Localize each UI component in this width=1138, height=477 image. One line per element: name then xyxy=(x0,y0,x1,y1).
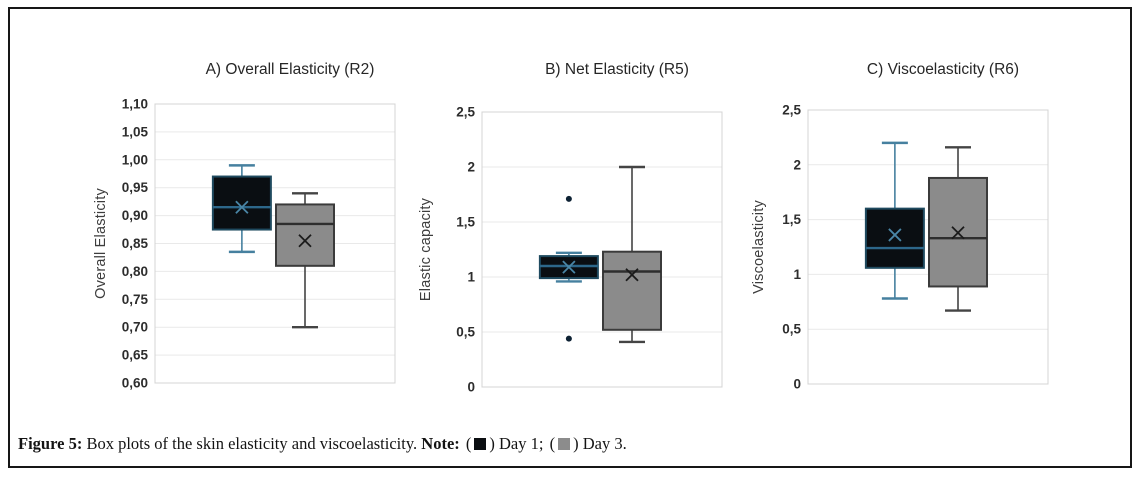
legend-item-day1: () xyxy=(466,434,495,453)
box xyxy=(864,207,925,269)
day1-swatch xyxy=(474,438,487,450)
y-tick-label: 2 xyxy=(793,157,801,172)
y-tick-label: 1 xyxy=(793,267,801,282)
box-series-day1 xyxy=(211,164,272,254)
paren-open: ( xyxy=(465,434,472,453)
mean-marker xyxy=(235,200,249,214)
chart-title: C) Viscoelasticity (R6) xyxy=(867,61,1019,78)
y-tick-label: 1,05 xyxy=(122,124,149,139)
y-tick-label: 0,5 xyxy=(456,325,475,340)
y-tick-label: 1,5 xyxy=(782,212,801,227)
box-series-day1 xyxy=(864,141,925,300)
chart-title: A) Overall Elasticity (R2) xyxy=(206,61,375,78)
box xyxy=(211,175,272,231)
y-tick-label: 0,75 xyxy=(122,292,149,307)
y-tick-label: 0 xyxy=(793,377,801,392)
y-tick-label: 1,10 xyxy=(122,97,148,112)
box-series-day3 xyxy=(275,192,335,329)
caption-text: Box plots of the skin elasticity and vis… xyxy=(86,434,418,453)
boxplot-net-elasticity: 2,5 2 1,5 1 0,5 0 B) Net Elasticity (R5) Elasti… xyxy=(418,61,723,395)
box xyxy=(275,203,335,267)
y-tick-label: 1 xyxy=(467,270,475,285)
mean-marker xyxy=(888,228,902,242)
y-tick-label: 2,5 xyxy=(456,105,475,120)
y-tick-label: 0,70 xyxy=(122,320,148,335)
y-axis-label: Viscoelasticity xyxy=(751,200,767,294)
y-tick-label: 0,90 xyxy=(122,208,148,223)
box-series-day3 xyxy=(928,146,988,312)
note-label: Note: xyxy=(421,434,460,453)
mean-marker xyxy=(951,226,965,240)
outlier-point xyxy=(565,335,572,342)
y-axis-label: Overall Elasticity xyxy=(93,188,109,299)
legend-day1-label: Day 1; xyxy=(499,434,544,453)
plot-border xyxy=(481,111,723,388)
box-series-day1 xyxy=(538,195,599,342)
outlier-point xyxy=(565,195,572,202)
figure-caption: Figure 5: Box plots of the skin elastici… xyxy=(18,434,627,454)
y-tick-label: 0,65 xyxy=(122,348,149,363)
plot-border xyxy=(154,103,396,384)
paren-close: ) xyxy=(573,434,579,453)
mean-marker xyxy=(562,260,576,274)
chart-title: B) Net Elasticity (R5) xyxy=(545,61,689,78)
y-tick-label: 0,60 xyxy=(122,376,148,391)
y-tick-label: 0,95 xyxy=(122,180,149,195)
figure-label: Figure 5: xyxy=(18,434,83,453)
paren-close: ) xyxy=(489,434,495,453)
paren-open: ( xyxy=(549,434,556,453)
box xyxy=(602,250,662,331)
y-tick-label: 0,5 xyxy=(782,322,801,337)
y-tick-label: 1,5 xyxy=(456,215,475,230)
boxplot-overall-elasticity: 1,10 1,05 1,00 0,95 0,90 0,85 0,80 0,75 0,70 0,65… xyxy=(93,61,396,391)
y-tick-label: 2,5 xyxy=(782,103,801,118)
mean-marker xyxy=(298,234,312,248)
figure-frame: 1,10 1,05 1,00 0,95 0,90 0,85 0,80 0,75 0,70 0,65… xyxy=(8,7,1132,468)
y-axis-label: Elastic capacity xyxy=(418,197,434,301)
day3-swatch xyxy=(558,438,571,450)
plot-border xyxy=(807,109,1049,385)
y-tick-label: 2 xyxy=(467,160,475,175)
legend-day3-label: Day 3. xyxy=(582,434,627,453)
mean-marker xyxy=(625,268,639,282)
y-tick-label: 0 xyxy=(467,380,475,395)
legend-item-day3: () xyxy=(550,434,579,453)
y-tick-label: 1,00 xyxy=(122,152,148,167)
boxplot-viscoelasticity: 2,5 2 1,5 1 0,5 0 C) Viscoelasticity (R6) Visco… xyxy=(751,61,1049,392)
box-series-day3 xyxy=(602,165,662,344)
y-tick-label: 0,85 xyxy=(122,236,149,251)
y-tick-label: 0,80 xyxy=(122,264,148,279)
